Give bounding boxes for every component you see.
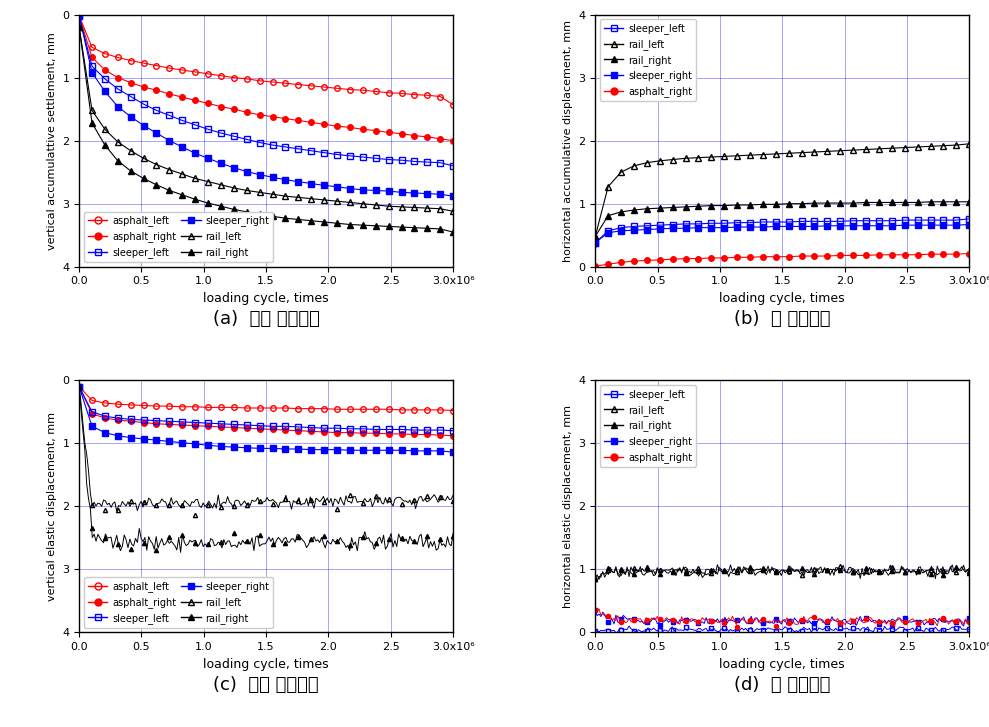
X-axis label: loading cycle, times: loading cycle, times	[719, 292, 845, 305]
Text: (a)  연직 잔류변위: (a) 연직 잔류변위	[213, 310, 319, 329]
Legend: asphalt_left, asphalt_right, sleeper_left, sleeper_right, rail_left, rail_right: asphalt_left, asphalt_right, sleeper_lef…	[84, 212, 273, 262]
Y-axis label: horizontal elastic displacement, mm: horizontal elastic displacement, mm	[563, 405, 573, 608]
X-axis label: loading cycle, times: loading cycle, times	[719, 658, 845, 671]
Text: (b)  횟 잔류변위: (b) 횟 잔류변위	[734, 310, 831, 329]
Y-axis label: vertical elastic displacement, mm: vertical elastic displacement, mm	[46, 412, 56, 601]
X-axis label: loading cycle, times: loading cycle, times	[204, 658, 329, 671]
Text: (d)  횟 탄성변위: (d) 횟 탄성변위	[734, 676, 831, 694]
Legend: asphalt_left, asphalt_right, sleeper_left, sleeper_right, rail_left, rail_right: asphalt_left, asphalt_right, sleeper_lef…	[84, 577, 273, 627]
Legend: sleeper_left, rail_left, rail_right, sleeper_right, asphalt_right: sleeper_left, rail_left, rail_right, sle…	[600, 20, 696, 101]
X-axis label: loading cycle, times: loading cycle, times	[204, 292, 329, 305]
Y-axis label: vertical accumulattive settlement, mm: vertical accumulattive settlement, mm	[46, 32, 56, 249]
Y-axis label: horizontal accumulative displacement, mm: horizontal accumulative displacement, mm	[563, 20, 573, 262]
Legend: sleeper_left, rail_left, rail_right, sleeper_right, asphalt_right: sleeper_left, rail_left, rail_right, sle…	[600, 385, 696, 467]
Text: (c)  연직 탄성변위: (c) 연직 탄성변위	[214, 676, 318, 694]
